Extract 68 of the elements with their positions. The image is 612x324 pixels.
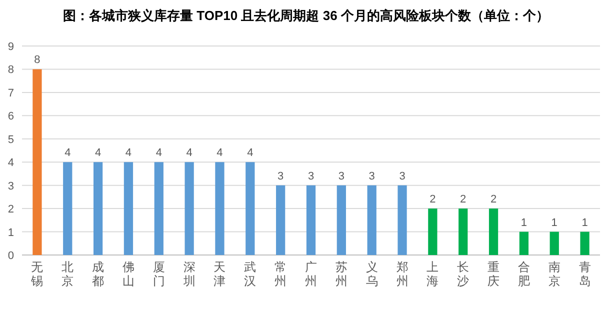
bar	[154, 162, 164, 255]
data-label: 3	[338, 170, 344, 182]
y-tick-label: 7	[8, 87, 14, 100]
data-label: 8	[34, 54, 40, 66]
x-tick-label: 南京	[548, 260, 560, 288]
data-label: 1	[520, 216, 528, 229]
y-tick-label: 3	[8, 180, 14, 192]
bar	[306, 185, 316, 255]
x-tick-label: 义乌	[366, 260, 378, 288]
y-tick-label: 4	[8, 157, 14, 170]
x-tick-label: 广州	[305, 260, 317, 288]
data-label: 4	[247, 147, 254, 160]
bar	[215, 162, 224, 255]
data-label: 2	[460, 194, 466, 206]
x-tick-label: 成都	[92, 260, 104, 288]
y-tick-label: 1	[8, 226, 14, 239]
data-label: 3	[308, 170, 314, 182]
x-tick-label: 重庆	[488, 260, 500, 288]
x-tick-label: 长沙	[457, 260, 470, 288]
data-label: 4	[125, 147, 132, 160]
y-tick-label: 6	[8, 110, 14, 123]
data-label: 2	[490, 194, 497, 206]
data-label: 4	[94, 147, 102, 160]
bar	[246, 162, 255, 255]
bar	[488, 208, 498, 255]
x-tick-label: 厦门	[152, 260, 165, 288]
x-tick-label: 苏州	[335, 260, 348, 288]
x-tick-label: 佛山	[122, 260, 134, 288]
y-tick-label: 5	[8, 134, 14, 146]
x-tick-label: 深圳	[182, 260, 196, 288]
bar	[580, 232, 590, 255]
x-tick-label: 天津	[214, 260, 226, 288]
bar	[184, 162, 194, 255]
data-label: 4	[186, 147, 192, 160]
data-label: 4	[216, 147, 223, 160]
x-tick-label: 常州	[274, 260, 287, 288]
x-tick-label: 武汉	[244, 260, 256, 288]
bar	[550, 232, 559, 255]
bar	[32, 69, 42, 255]
chart-title: 图：各城市狭义库存量 TOP10 且去化周期超 36 个月的高风险板块个数（单位：个）	[63, 8, 549, 23]
x-tick-label: 北京	[62, 260, 74, 288]
bar	[93, 162, 103, 255]
y-tick-label: 0	[8, 250, 14, 262]
y-tick-label: 2	[8, 204, 14, 216]
data-label: 3	[368, 170, 375, 182]
bar	[276, 185, 286, 255]
x-tick-label: 青岛	[578, 260, 591, 288]
bar	[398, 185, 407, 255]
data-label: 4	[156, 147, 162, 160]
data-label: 3	[399, 170, 406, 182]
bar	[428, 208, 438, 255]
y-tick-label: 8	[8, 64, 14, 76]
y-tick-label: 9	[8, 41, 14, 53]
bar	[458, 208, 468, 255]
bar	[124, 162, 134, 255]
data-label: 1	[582, 216, 588, 229]
data-label: 2	[430, 194, 436, 206]
data-label: 3	[278, 170, 284, 182]
bar	[367, 185, 376, 255]
bar	[63, 162, 72, 255]
data-label: 1	[551, 216, 558, 229]
bar	[519, 232, 529, 255]
x-tick-label: 郑州	[396, 260, 408, 288]
x-tick-label: 无锡	[30, 260, 44, 288]
bar	[336, 185, 346, 255]
x-tick-label: 上海	[426, 260, 439, 288]
x-tick-label: 合肥	[518, 260, 530, 288]
data-label: 4	[64, 147, 71, 160]
